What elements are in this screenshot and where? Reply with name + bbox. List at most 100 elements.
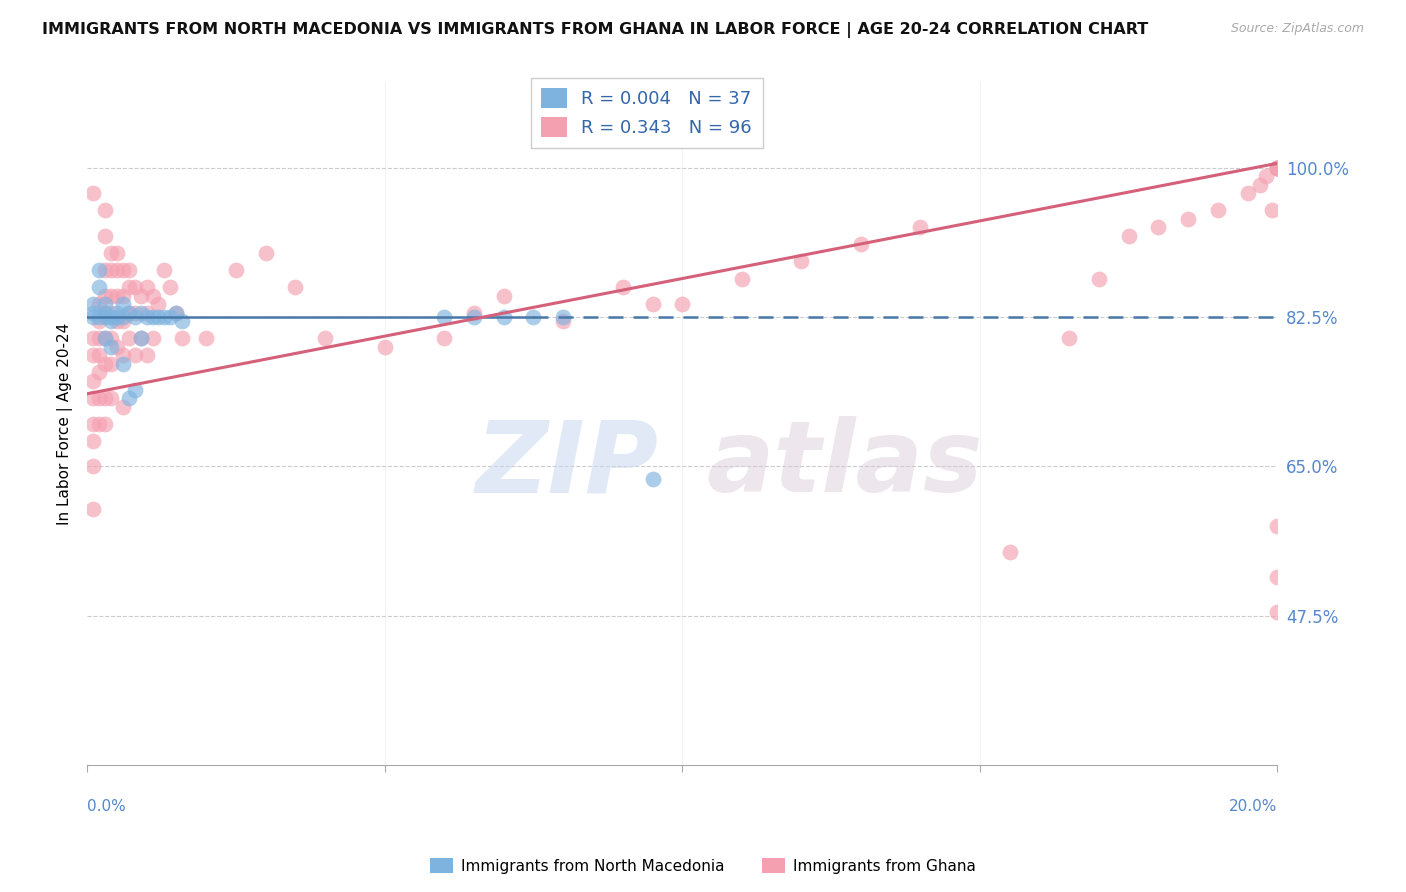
- Point: [492, 310, 515, 324]
- Point: [94, 306, 117, 320]
- Point: [463, 306, 485, 320]
- Point: [87, 391, 110, 405]
- Point: [87, 417, 110, 431]
- Point: [111, 357, 134, 371]
- Point: [111, 348, 134, 362]
- Point: [118, 391, 141, 405]
- Point: [1267, 519, 1289, 533]
- Point: [910, 220, 932, 235]
- Point: [124, 348, 146, 362]
- Point: [1118, 228, 1140, 243]
- Point: [105, 246, 128, 260]
- Point: [159, 310, 181, 324]
- Point: [129, 288, 152, 302]
- Point: [82, 417, 104, 431]
- Point: [82, 391, 104, 405]
- Point: [100, 391, 122, 405]
- Point: [82, 459, 104, 474]
- Text: IMMIGRANTS FROM NORTH MACEDONIA VS IMMIGRANTS FROM GHANA IN LABOR FORCE | AGE 20: IMMIGRANTS FROM NORTH MACEDONIA VS IMMIG…: [42, 22, 1149, 38]
- Point: [111, 288, 134, 302]
- Point: [165, 306, 187, 320]
- Point: [1267, 570, 1289, 584]
- Point: [82, 434, 104, 448]
- Point: [87, 348, 110, 362]
- Text: atlas: atlas: [706, 417, 983, 513]
- Text: 20.0%: 20.0%: [1229, 799, 1278, 814]
- Point: [1267, 161, 1289, 175]
- Point: [553, 314, 575, 328]
- Point: [1177, 211, 1199, 226]
- Point: [94, 263, 117, 277]
- Point: [1267, 161, 1289, 175]
- Point: [492, 288, 515, 302]
- Point: [94, 331, 117, 345]
- Point: [135, 280, 157, 294]
- Point: [82, 306, 104, 320]
- Point: [105, 310, 128, 324]
- Point: [129, 331, 152, 345]
- Point: [94, 203, 117, 218]
- Point: [100, 246, 122, 260]
- Point: [124, 383, 146, 397]
- Point: [94, 297, 117, 311]
- Point: [82, 502, 104, 516]
- Point: [1088, 271, 1111, 285]
- Point: [124, 306, 146, 320]
- Point: [612, 280, 634, 294]
- Point: [641, 472, 664, 486]
- Point: [135, 306, 157, 320]
- Point: [111, 314, 134, 328]
- Point: [314, 331, 336, 345]
- Point: [129, 331, 152, 345]
- Point: [671, 297, 693, 311]
- Point: [94, 331, 117, 345]
- Point: [129, 306, 152, 320]
- Point: [118, 263, 141, 277]
- Point: [118, 306, 141, 320]
- Point: [82, 348, 104, 362]
- Point: [124, 310, 146, 324]
- Point: [141, 288, 163, 302]
- Point: [433, 310, 456, 324]
- Point: [1267, 605, 1289, 619]
- Point: [1206, 203, 1229, 218]
- Point: [195, 331, 218, 345]
- Point: [1236, 186, 1258, 201]
- Point: [225, 263, 247, 277]
- Point: [172, 314, 194, 328]
- Text: ZIP: ZIP: [475, 417, 658, 513]
- Point: [100, 357, 122, 371]
- Point: [641, 297, 664, 311]
- Point: [105, 288, 128, 302]
- Point: [87, 310, 110, 324]
- Point: [94, 288, 117, 302]
- Point: [82, 297, 104, 311]
- Point: [82, 186, 104, 201]
- Point: [105, 306, 128, 320]
- Point: [1254, 169, 1277, 183]
- Point: [87, 331, 110, 345]
- Point: [135, 310, 157, 324]
- Point: [141, 331, 163, 345]
- Point: [100, 331, 122, 345]
- Point: [94, 310, 117, 324]
- Point: [159, 280, 181, 294]
- Point: [148, 297, 170, 311]
- Point: [87, 297, 110, 311]
- Point: [105, 314, 128, 328]
- Point: [100, 314, 122, 328]
- Point: [1057, 331, 1080, 345]
- Text: 0.0%: 0.0%: [87, 799, 125, 814]
- Point: [148, 310, 170, 324]
- Point: [87, 280, 110, 294]
- Point: [522, 310, 544, 324]
- Point: [94, 417, 117, 431]
- Point: [172, 331, 194, 345]
- Point: [87, 314, 110, 328]
- Point: [790, 254, 813, 268]
- Point: [94, 306, 117, 320]
- Point: [254, 246, 277, 260]
- Point: [94, 357, 117, 371]
- Point: [1249, 178, 1271, 192]
- Point: [374, 340, 396, 354]
